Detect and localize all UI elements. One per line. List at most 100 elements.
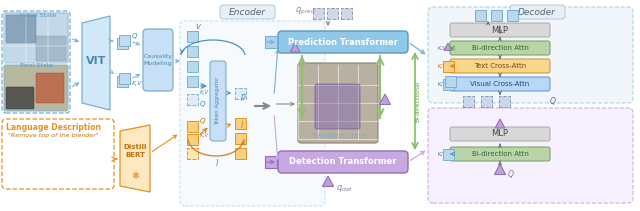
Bar xyxy=(474,9,486,20)
FancyBboxPatch shape xyxy=(450,41,550,55)
Text: Language Description: Language Description xyxy=(6,123,101,132)
FancyBboxPatch shape xyxy=(450,23,550,37)
FancyBboxPatch shape xyxy=(143,29,173,91)
Text: p: p xyxy=(239,92,244,100)
Text: Distill
BERT: Distill BERT xyxy=(124,144,147,158)
Bar xyxy=(442,78,454,89)
Text: Detection Transformer: Detection Transformer xyxy=(289,157,397,166)
Bar xyxy=(265,156,277,168)
Bar xyxy=(186,46,198,57)
Bar xyxy=(442,61,454,72)
Polygon shape xyxy=(290,43,300,52)
FancyBboxPatch shape xyxy=(278,31,408,53)
FancyBboxPatch shape xyxy=(220,5,275,19)
FancyBboxPatch shape xyxy=(450,59,550,73)
FancyBboxPatch shape xyxy=(36,36,66,61)
Text: Visual Cross-Attn: Visual Cross-Attn xyxy=(470,81,530,87)
Bar xyxy=(186,120,198,131)
FancyBboxPatch shape xyxy=(4,13,68,63)
Text: Q: Q xyxy=(200,118,205,124)
Polygon shape xyxy=(82,16,110,110)
Bar xyxy=(234,133,246,143)
Text: Text Cross-Attn: Text Cross-Attn xyxy=(474,63,526,69)
Text: Initial State: Initial State xyxy=(20,13,56,18)
Text: l: l xyxy=(241,122,243,130)
Text: K,V: K,V xyxy=(200,133,209,138)
Text: VIT: VIT xyxy=(86,56,106,66)
Bar xyxy=(186,76,198,87)
Text: Decoder: Decoder xyxy=(518,8,556,16)
Text: K,V: K,V xyxy=(200,89,209,95)
Bar xyxy=(234,147,246,158)
Bar xyxy=(116,76,127,87)
Bar xyxy=(186,147,198,158)
Bar xyxy=(119,35,130,46)
Polygon shape xyxy=(494,164,506,174)
FancyBboxPatch shape xyxy=(6,15,36,43)
Text: Prediction Transformer: Prediction Transformer xyxy=(288,38,398,46)
Bar xyxy=(490,9,502,20)
Text: MLP: MLP xyxy=(492,26,509,35)
Text: K,V: K,V xyxy=(438,46,447,50)
Bar xyxy=(312,8,323,19)
Polygon shape xyxy=(323,176,333,187)
Text: "Remove top of the blender": "Remove top of the blender" xyxy=(8,133,99,138)
FancyBboxPatch shape xyxy=(180,21,325,206)
Bar xyxy=(506,9,518,20)
Polygon shape xyxy=(380,94,390,104)
Bar xyxy=(463,96,474,107)
FancyBboxPatch shape xyxy=(36,73,64,103)
Text: $q_{pred}$: $q_{pred}$ xyxy=(295,5,316,16)
FancyBboxPatch shape xyxy=(315,84,360,129)
Polygon shape xyxy=(495,119,505,128)
FancyBboxPatch shape xyxy=(6,87,34,109)
FancyBboxPatch shape xyxy=(428,7,633,103)
Text: K,V: K,V xyxy=(132,81,142,85)
FancyBboxPatch shape xyxy=(428,108,633,203)
FancyBboxPatch shape xyxy=(210,61,226,141)
Text: Token Aggregator: Token Aggregator xyxy=(216,77,221,125)
Text: MLP: MLP xyxy=(492,130,509,138)
FancyBboxPatch shape xyxy=(4,65,68,111)
Bar xyxy=(116,38,127,49)
Bar xyxy=(119,73,130,84)
FancyBboxPatch shape xyxy=(510,5,565,19)
Text: Q: Q xyxy=(550,96,556,106)
Text: K,V: K,V xyxy=(438,64,447,69)
Text: Q: Q xyxy=(200,101,205,107)
Text: Bi-direction Attn: Bi-direction Attn xyxy=(472,151,529,157)
Text: $q_{det}$: $q_{det}$ xyxy=(336,184,353,195)
Text: Causality
Modeling: Causality Modeling xyxy=(143,54,173,66)
Text: K,V: K,V xyxy=(438,151,447,157)
Text: Final State: Final State xyxy=(20,63,53,68)
FancyBboxPatch shape xyxy=(450,77,550,91)
Text: Q: Q xyxy=(132,33,138,39)
Text: Encoder: Encoder xyxy=(228,8,266,16)
Text: Bi-direction Attn: Bi-direction Attn xyxy=(472,45,529,51)
FancyBboxPatch shape xyxy=(278,151,408,173)
Text: Transition State: Transition State xyxy=(310,133,365,139)
Polygon shape xyxy=(444,43,452,50)
Bar xyxy=(442,149,454,160)
Bar xyxy=(234,88,246,99)
FancyBboxPatch shape xyxy=(2,11,70,113)
FancyBboxPatch shape xyxy=(450,127,550,141)
Text: l: l xyxy=(216,158,218,168)
Text: ❄: ❄ xyxy=(131,171,139,181)
Bar xyxy=(481,96,492,107)
Bar xyxy=(445,76,456,87)
Bar xyxy=(340,8,351,19)
Text: Q: Q xyxy=(508,169,514,179)
Text: v: v xyxy=(195,22,200,31)
Polygon shape xyxy=(120,125,150,192)
Bar xyxy=(186,31,198,42)
Bar xyxy=(186,134,198,145)
Bar xyxy=(265,36,277,48)
Bar xyxy=(326,8,337,19)
Bar xyxy=(499,96,509,107)
Text: Bi-directional: Bi-directional xyxy=(415,80,420,122)
FancyBboxPatch shape xyxy=(298,63,378,143)
Bar xyxy=(234,118,246,128)
Bar xyxy=(186,61,198,72)
Bar xyxy=(186,93,198,104)
